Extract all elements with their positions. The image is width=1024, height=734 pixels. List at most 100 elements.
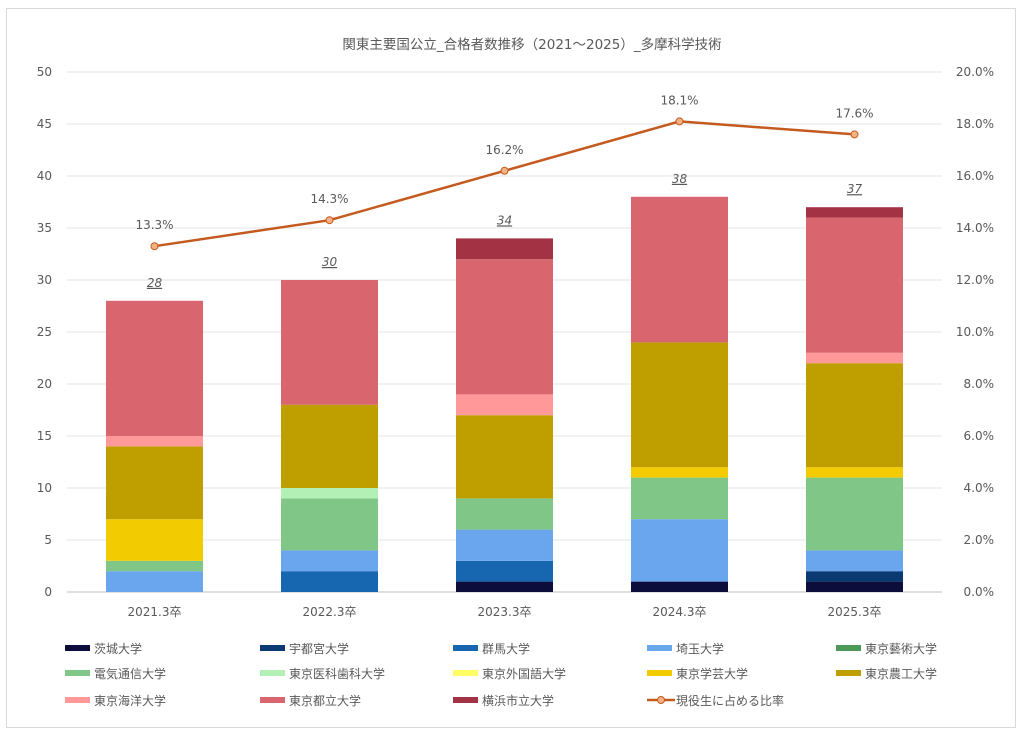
bar-segment (631, 519, 728, 582)
bar-segment (281, 404, 378, 488)
y2-tick-label: 2.0% (964, 533, 995, 547)
ratio-label: 18.1% (660, 93, 698, 107)
bar-segment (806, 467, 903, 478)
legend-label: 東京医科歯科大学 (289, 666, 385, 681)
y2-tick-label: 12.0% (956, 273, 994, 287)
y-tick-label: 20 (37, 377, 52, 391)
y2-tick-label: 0.0% (964, 585, 995, 599)
y-tick-label: 15 (37, 429, 52, 443)
bar-segment (806, 571, 903, 582)
bar-segment (456, 529, 553, 561)
y2-tick-label: 6.0% (964, 429, 995, 443)
x-tick-label: 2025.3卒 (828, 605, 882, 619)
legend-swatch (453, 670, 478, 676)
legend-label: 東京学芸大学 (676, 666, 748, 681)
ratio-label: 16.2% (485, 143, 523, 157)
legend-swatch (836, 645, 861, 651)
bar-segment (106, 300, 203, 436)
legend-swatch (260, 670, 285, 676)
legend-label: 東京外国語大学 (482, 666, 566, 681)
legend-swatch (65, 670, 90, 676)
y2-tick-label: 18.0% (956, 117, 994, 131)
bar-segment (281, 571, 378, 592)
bar-segment (806, 363, 903, 468)
bar-segment (456, 581, 553, 592)
y2-tick-label: 14.0% (956, 221, 994, 235)
ratio-line-path (154, 120, 855, 248)
total-label: 28 (147, 276, 163, 290)
y-tick-label: 35 (37, 221, 52, 235)
total-label: 37 (847, 182, 863, 196)
ratio-label: 13.3% (135, 218, 173, 232)
legend-label: 東京海洋大学 (94, 693, 166, 708)
legend-label: 横浜市立大学 (482, 693, 554, 708)
bar-segment (106, 560, 203, 572)
bar-segment (106, 446, 203, 520)
y-tick-label: 10 (37, 481, 52, 495)
x-tick-label: 2023.3卒 (478, 605, 532, 619)
bar-segment (806, 217, 903, 353)
y-tick-label: 45 (37, 117, 52, 131)
chart-svg: 関東主要国公立_合格者数推移（2021～2025）_多摩科学技術 0 5 10 15 2… (37, 36, 994, 708)
y-tick-label: 40 (37, 169, 52, 183)
bar-segment (456, 259, 553, 395)
total-label: 34 (497, 213, 512, 227)
x-tick-label: 2024.3卒 (653, 605, 707, 619)
y2-tick-label: 16.0% (956, 169, 994, 183)
y-tick-label: 30 (37, 273, 52, 287)
y-tick-label: 50 (37, 65, 52, 79)
x-tick-label: 2022.3卒 (303, 605, 357, 619)
ratio-line: 13.3% 14.3% 16.2% 18.1% 17.6% (135, 93, 874, 251)
legend-swatch (453, 645, 478, 651)
y-tick-label: 0 (44, 585, 52, 599)
y2-tick-label: 20.0% (956, 65, 994, 79)
bar-segment (106, 436, 203, 447)
ratio-point (850, 130, 859, 139)
bar-segment (631, 467, 728, 478)
legend-swatch (65, 645, 90, 651)
bar-segment (281, 498, 378, 551)
ratio-point (150, 242, 159, 251)
legend-label: 茨城大学 (94, 641, 142, 656)
bar-segment (456, 560, 553, 582)
legend-swatch (647, 645, 672, 651)
legend-label: 現役生に占める比率 (676, 693, 784, 708)
bar-segment (631, 342, 728, 468)
y2-tick-label: 10.0% (956, 325, 994, 339)
bar-segment (631, 477, 728, 520)
y2-axis: 0.0% 2.0% 4.0% 6.0% 8.0% 10.0% 12.0% 14.0% 16.0%… (956, 65, 994, 599)
bar-segment (631, 196, 728, 343)
bar-segment (456, 238, 553, 260)
bar-segment (106, 571, 203, 592)
bar-segment (106, 519, 203, 561)
ratio-label: 14.3% (310, 192, 348, 206)
total-labels: 28 30 34 38 37 (147, 172, 863, 290)
total-label: 38 (672, 172, 688, 186)
legend-label: 東京農工大学 (865, 666, 937, 681)
chart-frame: 関東主要国公立_合格者数推移（2021～2025）_多摩科学技術 0 5 10 15 2… (6, 8, 1016, 728)
ratio-point (500, 166, 509, 175)
legend-label: 群馬大学 (482, 641, 530, 656)
legend-swatch (453, 697, 478, 703)
bar-segment (806, 352, 903, 364)
legend-swatch (647, 670, 672, 676)
ratio-label: 17.6% (835, 106, 873, 120)
ratio-point (325, 216, 334, 225)
legend-label: 電気通信大学 (94, 666, 166, 681)
x-axis: 2021.3卒 2022.3卒 2023.3卒 2024.3卒 2025.3卒 (128, 605, 882, 619)
bar-segment (631, 581, 728, 592)
bar-segment (281, 488, 378, 499)
legend-swatch (65, 697, 90, 703)
legend-swatch (836, 670, 861, 676)
y-tick-label: 5 (44, 533, 52, 547)
bar-segment (281, 550, 378, 572)
chart-title: 関東主要国公立_合格者数推移（2021～2025）_多摩科学技術 (342, 36, 721, 53)
bar-segment (456, 415, 553, 499)
legend-swatch (260, 697, 285, 703)
bar-segment (806, 581, 903, 592)
legend-label: 東京藝術大学 (865, 641, 937, 656)
legend-swatch (260, 645, 285, 651)
ratio-point (675, 117, 684, 126)
bar-segment (281, 280, 378, 405)
